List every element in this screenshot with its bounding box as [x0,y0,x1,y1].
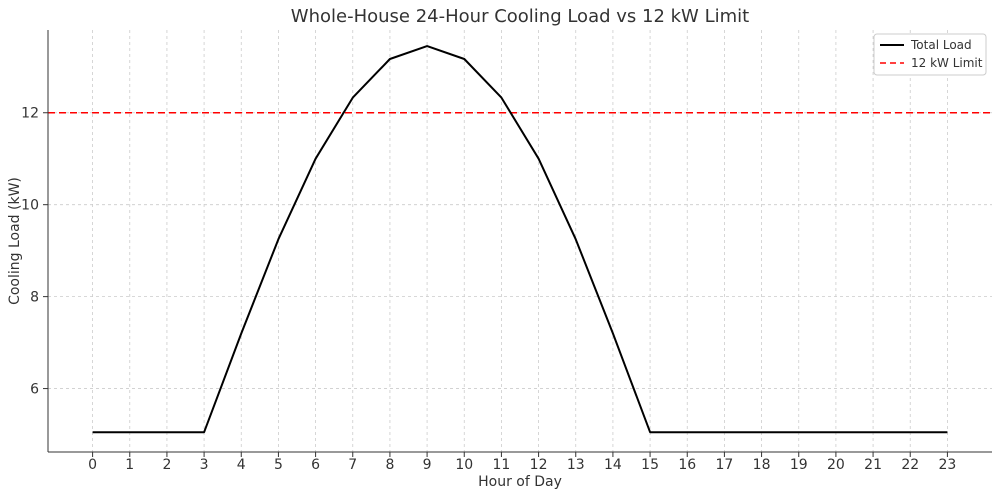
y-axis-label: Cooling Load (kW) [7,177,23,305]
x-tick-label: 7 [348,457,357,473]
x-tick-label: 18 [753,457,771,473]
x-tick-label: 15 [641,457,659,473]
x-tick-label: 22 [901,457,919,473]
x-tick-label: 19 [790,457,808,473]
x-ticks: 0 1 2 3 4 5 6 7 8 9 10 11 12 13 14 15 16 17 18 19 20 21 22 23 [88,452,956,473]
x-tick-label: 0 [88,457,97,473]
x-tick-label: 2 [162,457,171,473]
x-tick-label: 11 [493,457,511,473]
legend-label-total-load: Total Load [910,38,972,52]
x-tick-label: 3 [200,457,209,473]
axes [47,30,992,453]
y-tick-label: 8 [30,290,39,306]
x-tick-label: 6 [311,457,320,473]
x-tick-label: 21 [864,457,882,473]
x-tick-label: 8 [385,457,394,473]
y-tick-label: 6 [30,382,39,398]
x-tick-label: 12 [530,457,548,473]
x-tick-label: 5 [274,457,283,473]
x-axis-label: Hour of Day [478,474,562,490]
x-tick-label: 13 [567,457,585,473]
total-load-line [92,45,948,434]
x-tick-label: 4 [237,457,246,473]
chart-title: Whole-House 24-Hour Cooling Load vs 12 k… [291,6,749,27]
x-tick-label: 10 [455,457,473,473]
x-tick-label: 17 [715,457,733,473]
x-tick-label: 1 [125,457,134,473]
series-layer [92,45,948,434]
legend: Total Load 12 kW Limit [873,33,987,76]
x-tick-label: 20 [827,457,845,473]
legend-label-limit: 12 kW Limit [911,56,983,70]
y-ticks: 6 8 10 12 [21,106,48,398]
x-tick-label: 23 [938,457,956,473]
x-tick-label: 16 [678,457,696,473]
x-tick-label: 14 [604,457,622,473]
x-tick-label: 9 [423,457,432,473]
y-tick-label: 12 [21,106,39,122]
y-tick-label: 10 [21,198,39,214]
